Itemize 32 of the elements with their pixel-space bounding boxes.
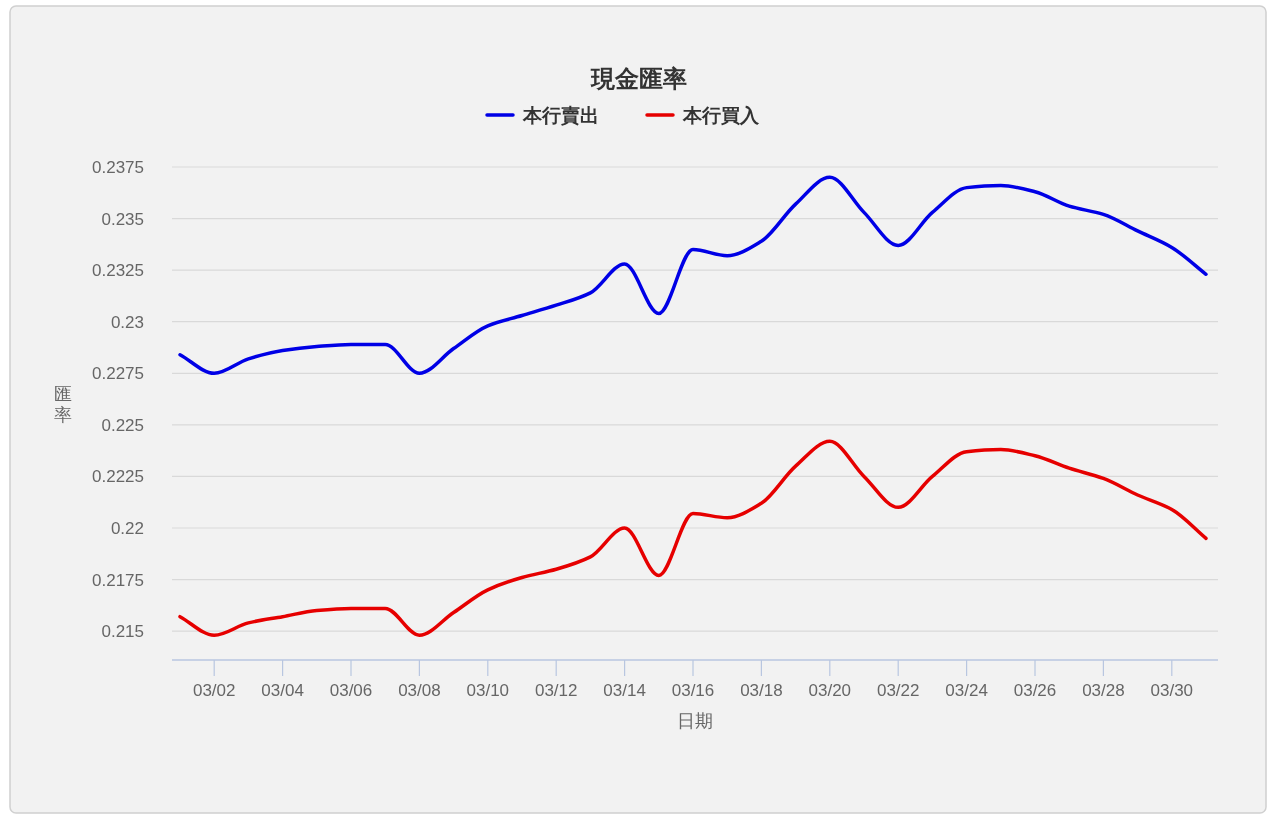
y-tick-label: 0.2275: [92, 364, 144, 384]
y-tick-label: 0.2325: [92, 261, 144, 281]
y-tick-label: 0.2225: [92, 467, 144, 487]
line-series: [178, 175, 1208, 376]
x-tick-label: 03/14: [603, 681, 646, 700]
x-tick-label: 03/04: [261, 681, 304, 700]
x-tick-label: 03/16: [671, 681, 715, 700]
x-tick-label: 03/10: [466, 681, 510, 700]
x-tick-label: 03/06: [329, 681, 373, 700]
y-tick-label: 0.23: [110, 312, 144, 332]
y-tick-label: 0.215: [101, 622, 144, 642]
y-axis-title: 匯率: [54, 384, 72, 425]
x-axis-title: 日期: [677, 711, 713, 731]
x-tick-label: 03/12: [534, 681, 578, 700]
x-tick-label: 03/02: [192, 681, 236, 700]
y-tick-label: 0.2175: [92, 570, 144, 590]
x-tick-label: 03/28: [1082, 681, 1125, 700]
y-tick-label: 0.225: [101, 415, 144, 435]
x-tick-label: 03/18: [740, 681, 783, 700]
x-tick-label: 03/20: [808, 681, 852, 700]
x-tick-label: 03/08: [398, 681, 441, 700]
chart-title: 現金匯率: [590, 65, 687, 92]
x-tick-label: 03/26: [1013, 681, 1057, 700]
x-tick-label: 03/22: [876, 681, 920, 700]
legend-label: 本行賣出: [522, 105, 599, 126]
legend-label: 本行買入: [682, 105, 760, 126]
x-tick-label: 03/24: [945, 681, 988, 700]
y-tick-label: 0.2375: [92, 158, 144, 177]
y-tick-label: 0.235: [101, 209, 144, 229]
line-series: [178, 439, 1208, 637]
x-tick-label: 03/30: [1150, 681, 1194, 700]
y-tick-label: 0.22: [110, 518, 144, 538]
